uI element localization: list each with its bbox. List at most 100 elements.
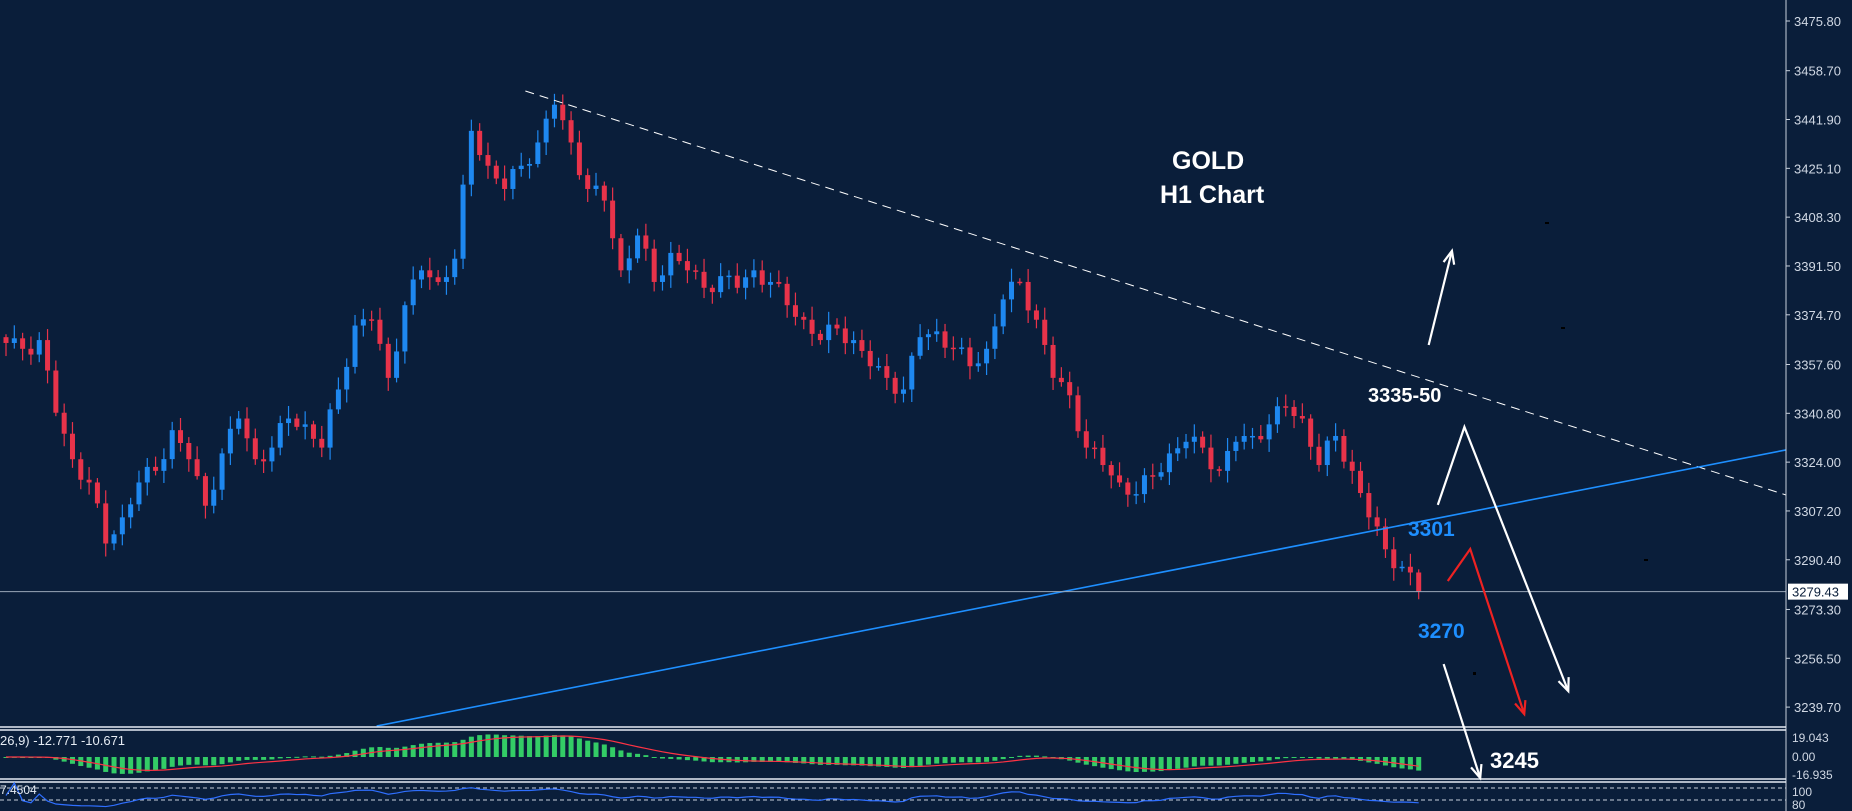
macd-histogram-bar [693,757,699,761]
macd-histogram-bar [618,750,624,757]
macd-histogram-bar [934,757,940,764]
last-price-label: 3279.43 [1792,585,1839,600]
macd-histogram-bar [876,757,882,767]
macd-histogram-bar [992,757,998,761]
macd-histogram-bar [477,735,483,757]
bear-candle [601,185,607,201]
macd-histogram-bar [1117,757,1123,771]
bear-candle [643,235,649,249]
bull-candle [1266,424,1272,440]
macd-histogram-bar [1308,757,1314,758]
macd-histogram-bar [1133,757,1139,773]
bear-candle [1258,435,1264,440]
macd-histogram-bar [942,757,948,764]
macd-histogram-bar [975,757,981,763]
bear-candle [1299,416,1305,419]
arrow-head-icon [1557,677,1570,694]
bull-candle [518,165,524,170]
macd-histogram-bar [1349,757,1355,760]
macd-histogram-bar [651,757,657,758]
bull-candle [909,355,915,390]
bull-candle [1141,475,1147,495]
bear-candle [809,319,815,334]
bull-candle [551,104,557,119]
arrow-head-icon [1442,248,1456,265]
macd-histogram-bar [302,756,308,758]
macd-histogram-bar [1175,757,1181,769]
macd-histogram-bar [1291,757,1297,758]
macd-axis-label: -16.935 [1792,768,1833,782]
macd-histogram-bar [768,757,774,762]
macd-histogram-bar [402,746,408,757]
macd-histogram-bar [610,747,616,757]
bear-candle [1083,431,1089,448]
bear-candle [734,275,740,288]
macd-histogram-bar [784,757,790,763]
bear-candle [560,104,566,121]
macd-histogram-bar [252,757,258,760]
macd-histogram-bar [576,738,582,757]
macd-histogram-bar [759,757,765,762]
bear-candle [1092,447,1098,450]
macd-histogram-bar [1283,757,1289,759]
bull-candle [726,275,732,278]
macd-histogram-bar [1183,757,1189,768]
bear-candle [194,459,200,477]
bull-candle [11,338,17,343]
bear-candle [61,412,67,434]
bull-candle [743,277,749,288]
target-3245-label: 3245 [1490,748,1539,773]
axis-tick-label: 3273.30 [1794,602,1841,617]
bull-candle [277,423,283,448]
macd-histogram-bar [136,757,142,773]
macd-histogram-bar [360,748,366,757]
macd-histogram-bar [817,757,823,765]
bull-candle [360,319,366,326]
macd-histogram-bar [194,757,200,765]
bull-candle [659,275,665,282]
bear-candle [294,418,300,427]
bull-candle [144,466,150,483]
macd-histogram-bar [984,757,990,762]
macd-histogram-bar [1200,757,1206,766]
bull-candle [136,482,142,505]
axis-tick-label: 3408.30 [1794,210,1841,225]
macd-histogram-bar [842,757,848,766]
bull-candle [527,164,533,166]
macd-histogram-bar [809,757,815,765]
bull-candle [410,279,416,306]
bear-candle [1349,461,1355,471]
macd-histogram-bar [593,742,599,757]
macd-axis-label: 0.00 [1792,750,1816,764]
bull-candle [211,489,217,506]
bear-candle [1025,281,1031,311]
bear-candle [1391,549,1397,569]
oscillator-axis-label: 80 [1792,798,1806,811]
bull-candle [984,348,990,364]
bear-candle [1316,446,1322,466]
macd-histogram-bar [1033,755,1039,757]
bear-candle [310,424,316,439]
macd-histogram-bar [1399,757,1405,769]
macd-histogram-bar [103,757,109,772]
macd-histogram-bar [851,757,857,766]
macd-histogram-bar [244,757,250,760]
bear-candle [244,418,250,439]
bull-candle [119,517,125,535]
bull-candle [992,326,998,349]
macd-histogram-bar [427,743,433,757]
bear-candle [1374,517,1380,527]
bear-candle [1341,435,1347,462]
bear-candle [1283,406,1289,408]
bull-candle [718,276,724,293]
macd-histogram-bar [601,744,607,757]
bull-candle [419,270,424,280]
macd-histogram-bar [1241,757,1247,763]
last-price-box [1788,583,1848,600]
bull-candle [1191,436,1197,442]
bear-candle [153,466,159,471]
bear-candle [1358,470,1364,494]
macd-histogram-bar [709,757,715,763]
forecast-arrow [1427,250,1454,346]
